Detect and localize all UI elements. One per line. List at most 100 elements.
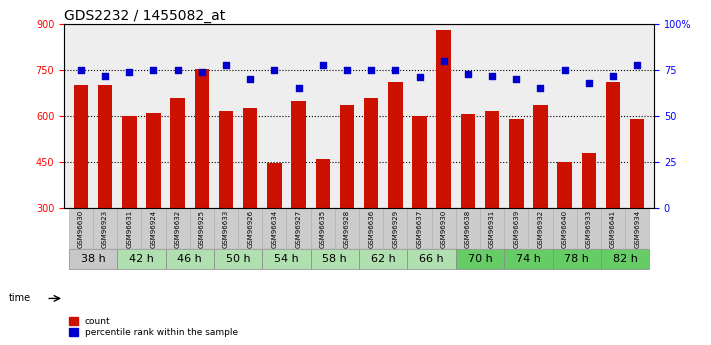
Point [341, 67, 353, 73]
Text: GSM96637: GSM96637 [417, 210, 422, 248]
Point [535, 86, 546, 91]
Bar [316, 159, 330, 208]
Point [414, 75, 425, 80]
Bar [456, 249, 504, 269]
Point [172, 67, 183, 73]
Text: 66 h: 66 h [419, 254, 444, 264]
Point [559, 67, 570, 73]
Text: 74 h: 74 h [516, 254, 541, 264]
Point [438, 58, 449, 63]
Bar [552, 249, 601, 269]
Bar [485, 111, 499, 208]
Bar [480, 208, 504, 248]
Text: 46 h: 46 h [177, 254, 202, 264]
Text: GSM96934: GSM96934 [634, 210, 640, 248]
Text: GSM96634: GSM96634 [272, 210, 277, 248]
Bar [190, 208, 214, 248]
Bar [69, 249, 117, 269]
Point [293, 86, 304, 91]
Text: 70 h: 70 h [468, 254, 492, 264]
Text: time: time [9, 294, 31, 303]
Bar [407, 249, 456, 269]
Bar [601, 208, 625, 248]
Bar [577, 208, 601, 248]
Bar [601, 249, 649, 269]
Point [486, 73, 498, 78]
Bar [437, 30, 451, 208]
Bar [383, 208, 407, 248]
Bar [262, 208, 287, 248]
Bar [117, 208, 141, 248]
Point [462, 71, 474, 77]
Point [220, 62, 232, 67]
Bar [262, 249, 311, 269]
Text: GSM96924: GSM96924 [151, 210, 156, 248]
Point [75, 67, 87, 73]
Text: 58 h: 58 h [323, 254, 347, 264]
Text: 38 h: 38 h [80, 254, 105, 264]
Bar [219, 111, 233, 208]
Text: GSM96929: GSM96929 [392, 210, 398, 248]
Text: GSM96932: GSM96932 [538, 210, 543, 248]
Point [631, 62, 643, 67]
Bar [364, 98, 378, 208]
Text: GSM96641: GSM96641 [610, 210, 616, 248]
Bar [582, 153, 596, 208]
Bar [287, 208, 311, 248]
Legend: count, percentile rank within the sample: count, percentile rank within the sample [68, 317, 238, 337]
Point [124, 69, 135, 75]
Text: GSM96638: GSM96638 [465, 210, 471, 248]
Point [245, 77, 256, 82]
Text: GSM96926: GSM96926 [247, 210, 253, 248]
Text: GSM96639: GSM96639 [513, 210, 519, 248]
Bar [146, 113, 161, 208]
Bar [171, 98, 185, 208]
Bar [359, 249, 407, 269]
Bar [214, 208, 238, 248]
Point [607, 73, 619, 78]
Bar [456, 208, 480, 248]
Text: GSM96925: GSM96925 [199, 210, 205, 248]
Bar [388, 82, 402, 208]
Text: GSM96632: GSM96632 [175, 210, 181, 248]
Bar [166, 208, 190, 248]
Point [583, 80, 594, 86]
Text: GSM96636: GSM96636 [368, 210, 374, 248]
Text: 42 h: 42 h [129, 254, 154, 264]
Bar [461, 115, 475, 208]
Bar [340, 105, 354, 208]
Text: 62 h: 62 h [371, 254, 395, 264]
Point [365, 67, 377, 73]
Text: GSM96923: GSM96923 [102, 210, 108, 248]
Bar [117, 249, 166, 269]
Bar [432, 208, 456, 248]
Point [390, 67, 401, 73]
Text: GSM96927: GSM96927 [296, 210, 301, 248]
Bar [528, 208, 552, 248]
Text: 82 h: 82 h [613, 254, 638, 264]
Point [148, 67, 159, 73]
Text: GSM96930: GSM96930 [441, 210, 447, 248]
Bar [311, 249, 359, 269]
Text: GSM96931: GSM96931 [489, 210, 495, 248]
Bar [243, 108, 257, 208]
Bar [74, 85, 88, 208]
Bar [292, 101, 306, 208]
Bar [509, 119, 523, 208]
Bar [267, 164, 282, 208]
Bar [69, 208, 93, 248]
Point [510, 77, 522, 82]
Text: GSM96640: GSM96640 [562, 210, 567, 248]
Bar [141, 208, 166, 248]
Text: GSM96933: GSM96933 [586, 210, 592, 248]
Bar [311, 208, 335, 248]
Bar [625, 208, 649, 248]
Bar [630, 119, 644, 208]
Text: 78 h: 78 h [565, 254, 589, 264]
Bar [166, 249, 214, 269]
Bar [214, 249, 262, 269]
Bar [533, 105, 547, 208]
Bar [335, 208, 359, 248]
Bar [504, 249, 552, 269]
Bar [93, 208, 117, 248]
